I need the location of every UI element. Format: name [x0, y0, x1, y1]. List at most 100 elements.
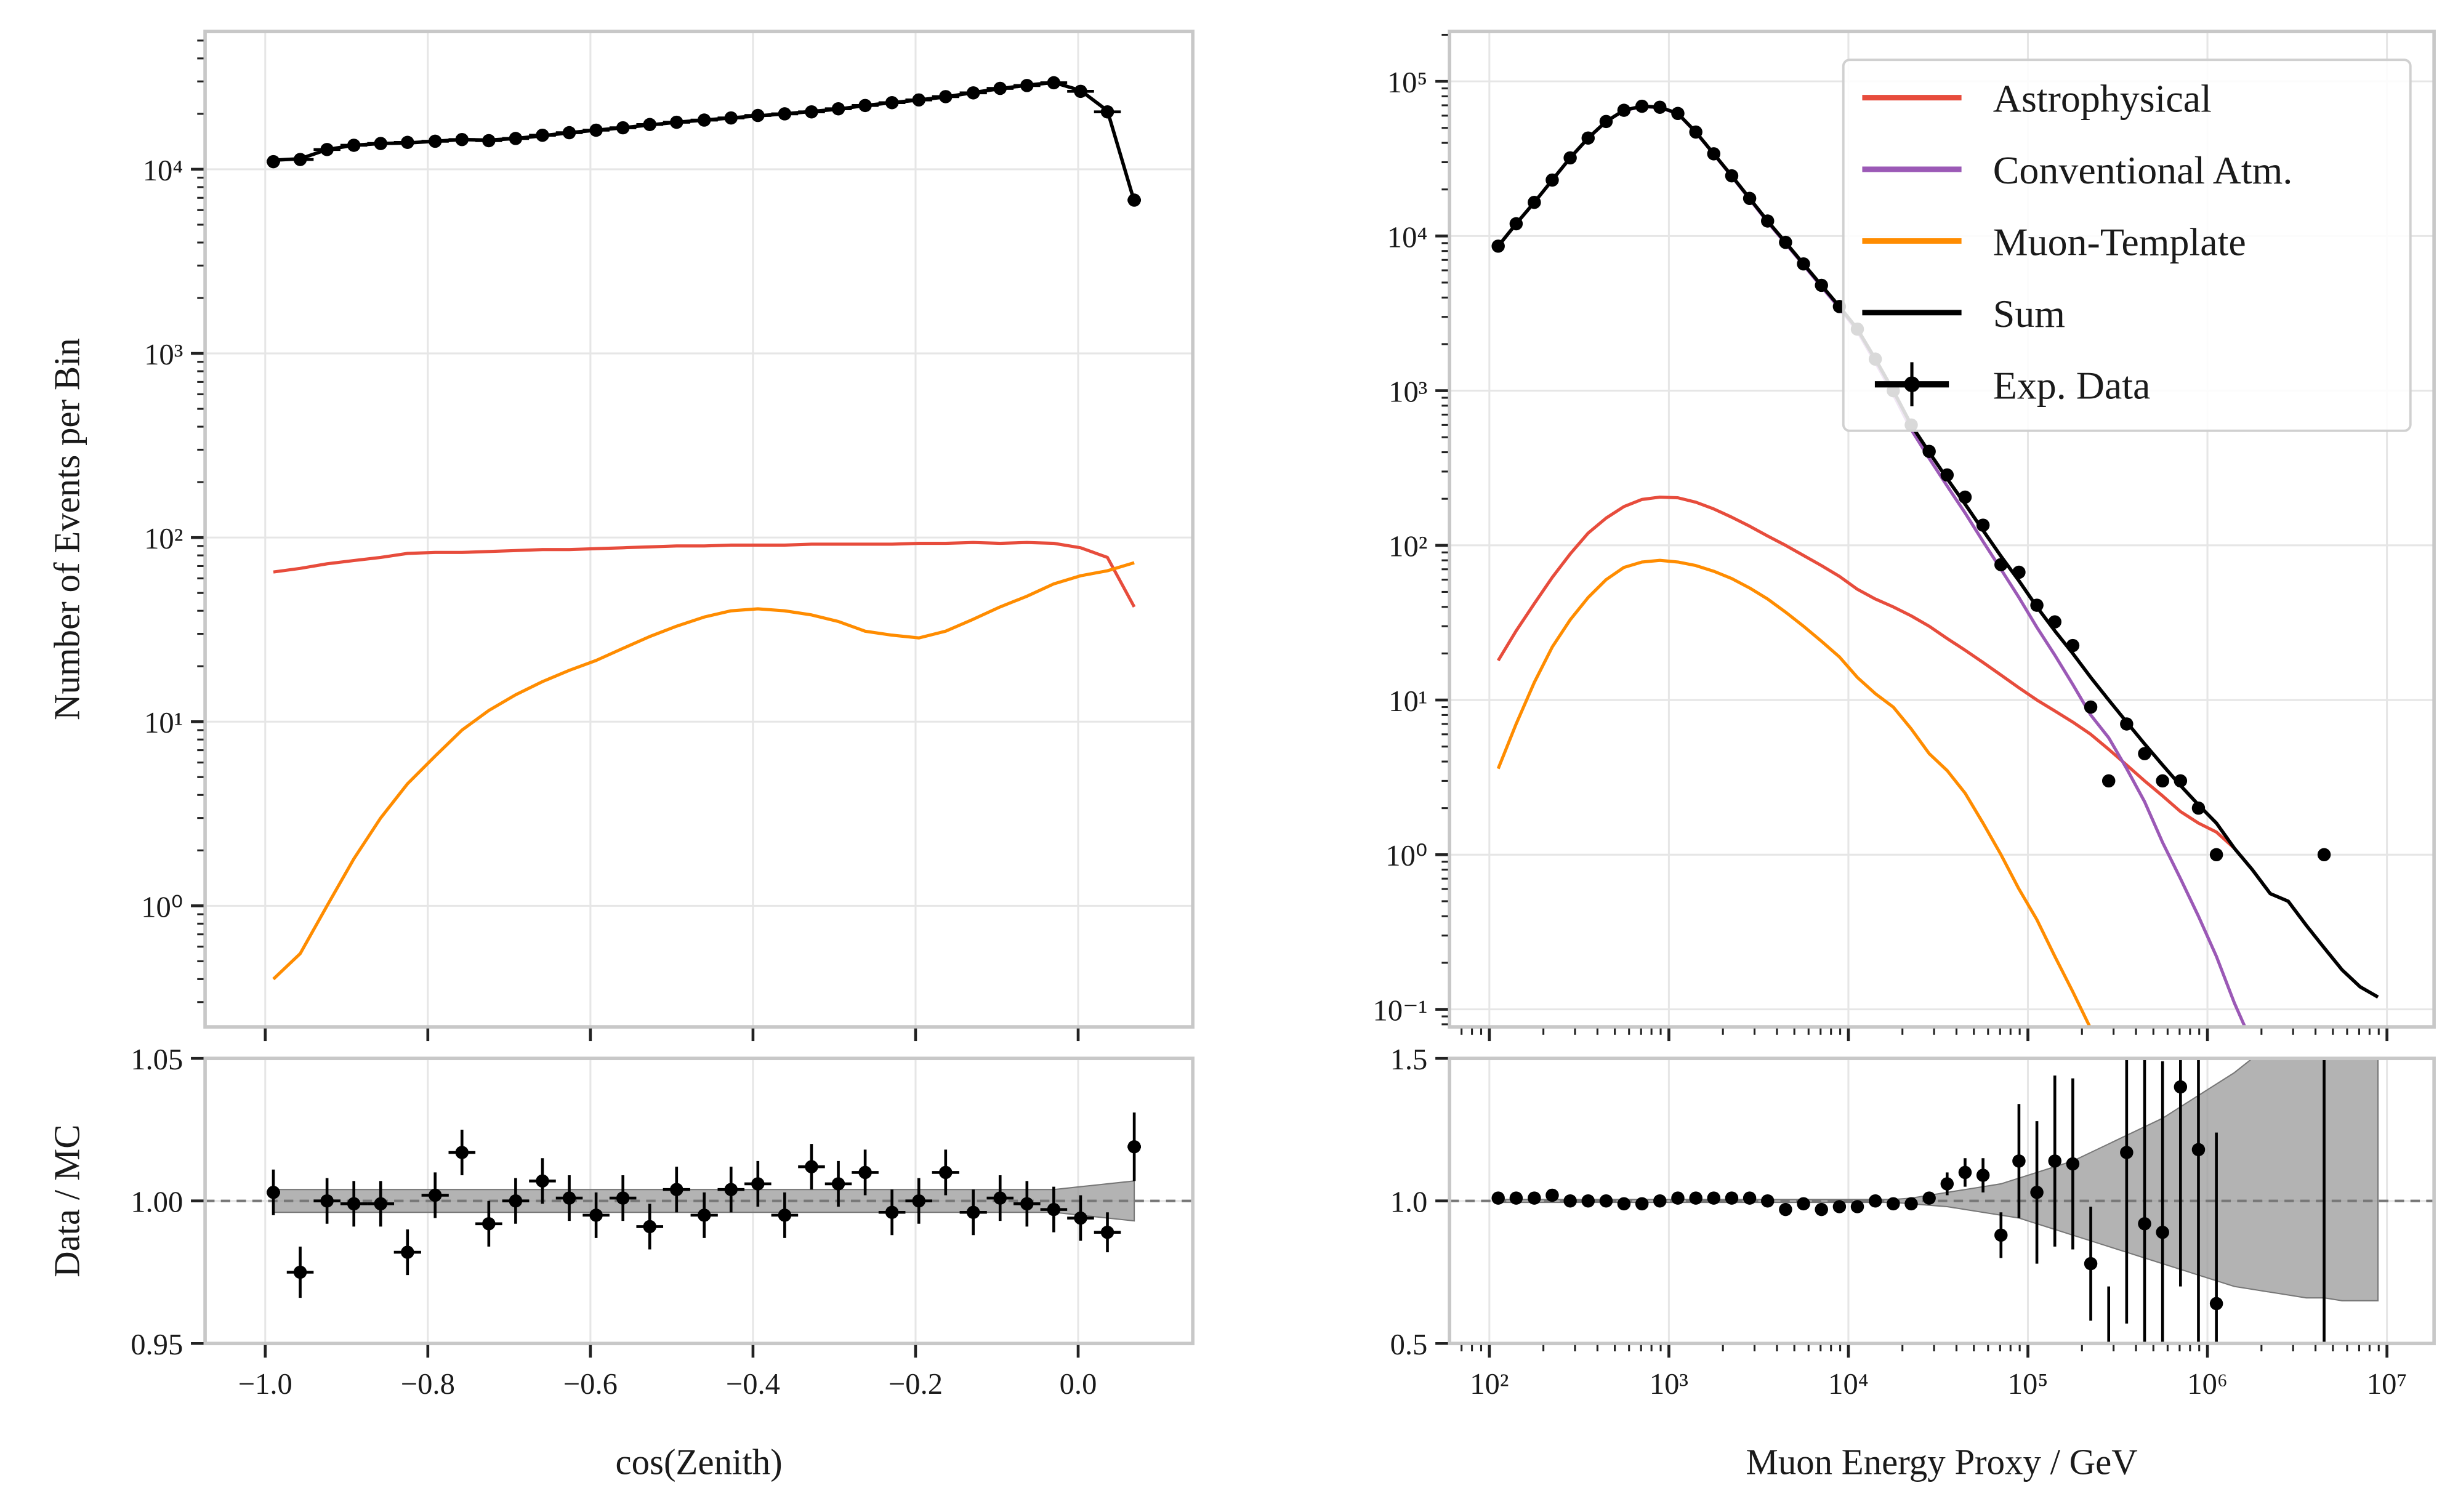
data-point: [267, 155, 280, 169]
y-tick-label: 1.00: [131, 1186, 183, 1219]
data-point: [1599, 115, 1613, 129]
data-point: [2120, 717, 2134, 731]
data-point: [589, 1208, 603, 1222]
x-tick-label: −1.0: [238, 1367, 292, 1401]
data-point: [1020, 79, 1034, 92]
legend-label: Conventional Atm.: [1993, 148, 2293, 192]
data-point: [1127, 1140, 1141, 1154]
axes-frame: [1448, 1056, 2436, 1346]
data-point: [697, 1208, 711, 1222]
data-point: [670, 115, 683, 129]
data-point: [2012, 565, 2026, 579]
data-point: [1563, 151, 1577, 165]
data-point: [320, 143, 334, 156]
data-point: [374, 137, 387, 150]
data-point: [1994, 1228, 2008, 1242]
data-point: [1922, 1191, 1936, 1205]
y-tick-label: 10⁵: [1387, 66, 1428, 99]
data-point: [1976, 1168, 1990, 1182]
data-point: [293, 1265, 307, 1279]
y-tick-label: 10⁴: [1387, 220, 1428, 254]
axes-frame: [203, 30, 1195, 1029]
data-point: [1074, 84, 1087, 99]
data-point: [1617, 1197, 1631, 1211]
data-point: [1509, 1191, 1523, 1205]
data-point: [1743, 191, 1757, 206]
data-point: [1671, 1191, 1685, 1205]
data-point: [509, 1194, 523, 1208]
data-point: [751, 108, 765, 123]
data-point: [1528, 195, 1541, 209]
data-point: [2030, 598, 2044, 612]
data-point: [1958, 1165, 1972, 1180]
data-point: [2084, 700, 2098, 714]
data-point: [1689, 125, 1702, 139]
panel: 10⁻¹ 10⁰ 10¹ 10² 10³ 10⁴ 10⁵ Astrophysical Conve…: [1373, 30, 2436, 1042]
data-point: [1797, 257, 1810, 271]
series-line: [272, 561, 1135, 981]
data-point: [2012, 1154, 2026, 1168]
data-point: [1617, 103, 1631, 117]
data-point: [1940, 468, 1954, 482]
y-tick-label: 0.95: [131, 1328, 183, 1361]
x-tick-label: −0.2: [889, 1367, 943, 1401]
data-point: [778, 1208, 792, 1222]
data-point: [805, 105, 818, 119]
data-point: [1725, 1191, 1739, 1205]
data-point: [1491, 239, 1505, 253]
x-tick-label: 10⁷: [2367, 1367, 2408, 1401]
data-point: [939, 90, 953, 103]
data-point: [455, 132, 469, 147]
data-point: [1815, 278, 1828, 292]
data-point: [2209, 848, 2223, 862]
data-point: [1761, 1194, 1775, 1208]
x-tick-label: 0.0: [1060, 1367, 1097, 1401]
y-axis-label: Data / MC: [47, 1125, 87, 1277]
data-point: [347, 1197, 361, 1211]
y-tick-label: 1.0: [1390, 1186, 1428, 1219]
data-point: [885, 1205, 899, 1219]
data-point: [858, 99, 872, 113]
data-point: [2120, 1146, 2134, 1159]
data-point: [455, 1146, 469, 1159]
data-point: [2101, 774, 2116, 788]
y-tick-label: 10⁻¹: [1373, 994, 1428, 1027]
data-point: [293, 153, 307, 166]
y-tick-label: 10²: [144, 522, 183, 555]
x-tick-label: −0.4: [726, 1367, 780, 1401]
data-point: [2174, 774, 2188, 788]
data-point: [912, 93, 925, 107]
data-point: [1047, 1202, 1061, 1216]
y-tick-label: 10⁰: [141, 890, 183, 923]
y-tick-label: 1.5: [1390, 1043, 1428, 1076]
data-point: [589, 123, 603, 137]
data-point: [1887, 1197, 1900, 1211]
data-point: [912, 1194, 925, 1208]
axes-frame: [203, 1056, 1195, 1346]
data-point: [1509, 217, 1523, 231]
data-point: [966, 86, 980, 100]
data-point: [1922, 444, 1936, 458]
plot-area: [1449, 1058, 2435, 1344]
data-point: [2156, 774, 2169, 788]
data-point: [401, 1245, 414, 1259]
data-point: [320, 1194, 334, 1208]
data-point: [1832, 1200, 1847, 1213]
data-point: [2156, 1225, 2169, 1239]
data-point: [724, 1183, 738, 1196]
data-point: [993, 1191, 1007, 1205]
data-point: [347, 139, 361, 152]
data-point: [2174, 1080, 2188, 1094]
data-point: [562, 1191, 576, 1205]
data-point: [536, 1174, 549, 1188]
data-point: [858, 1165, 872, 1180]
data-point: [670, 1183, 683, 1196]
y-tick-label: 10¹: [144, 706, 183, 739]
data-point: [2138, 1217, 2151, 1231]
data-point: [2191, 801, 2206, 815]
data-point: [1850, 1200, 1864, 1213]
plot-area: [1449, 31, 2435, 1027]
x-tick-label: 10⁴: [1828, 1367, 1869, 1401]
data-point: [966, 1205, 980, 1219]
